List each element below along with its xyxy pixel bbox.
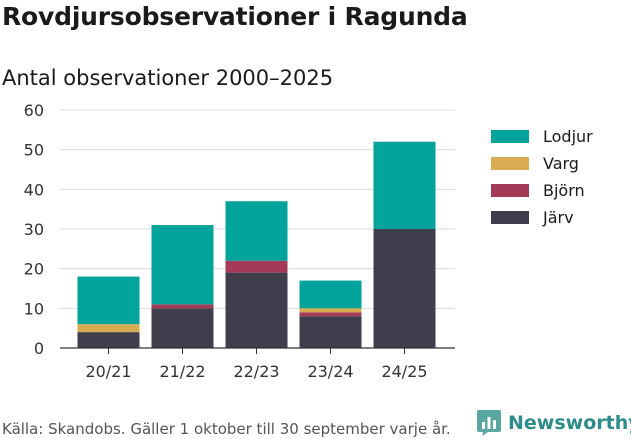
legend-swatch — [491, 130, 529, 143]
axes: 0 10 20 30 40 50 60 20/21 21/22 22/23 23/24 24/25 — [24, 101, 455, 381]
x-tick-label: 23/24 — [307, 362, 353, 381]
legend-label: Varg — [543, 154, 579, 173]
y-tick-label: 20 — [24, 260, 44, 279]
bar-segment — [225, 201, 288, 261]
bar-segment — [373, 141, 436, 229]
bar-segment — [225, 272, 288, 348]
bar-segment — [373, 229, 436, 348]
bar-segment — [77, 332, 140, 348]
y-tick-label: 50 — [24, 141, 44, 160]
y-tick-label: 0 — [34, 339, 44, 358]
x-tick-label: 20/21 — [85, 362, 131, 381]
bar-segment — [299, 312, 362, 317]
x-tick-label: 22/23 — [233, 362, 279, 381]
bar-chart-logo-icon — [477, 410, 501, 436]
brand-name: Newsworthy — [508, 412, 631, 434]
chart-subtitle: Antal observationer 2000–2025 — [2, 66, 334, 90]
bar-segment — [299, 316, 362, 348]
legend: Lodjur Varg Björn Järv — [491, 127, 593, 227]
bar-segment — [299, 308, 362, 313]
x-tick-label: 21/22 — [159, 362, 205, 381]
legend-label: Järv — [542, 208, 574, 227]
bar-segment — [151, 304, 214, 309]
bar-segment — [225, 260, 288, 273]
chart-title: Rovdjursobservationer i Ragunda — [2, 2, 468, 31]
brand-logo: Newsworthy — [476, 408, 631, 438]
bar-segment — [77, 276, 140, 325]
y-tick-label: 60 — [24, 101, 44, 120]
bar-segment — [299, 280, 362, 309]
bars — [77, 141, 436, 348]
legend-swatch — [491, 211, 529, 224]
legend-swatch — [491, 184, 529, 197]
bar-segment — [151, 308, 214, 348]
y-tick-label: 30 — [24, 220, 44, 239]
y-tick-label: 40 — [24, 180, 44, 199]
source-footer: Källa: Skandobs. Gäller 1 oktober till 3… — [2, 420, 451, 438]
legend-label: Lodjur — [543, 127, 593, 146]
x-tick-label: 24/25 — [381, 362, 427, 381]
y-tick-label: 10 — [24, 299, 44, 318]
bar-segment — [77, 324, 140, 333]
legend-label: Björn — [543, 181, 585, 200]
bar-segment — [151, 225, 214, 305]
legend-swatch — [491, 157, 529, 170]
